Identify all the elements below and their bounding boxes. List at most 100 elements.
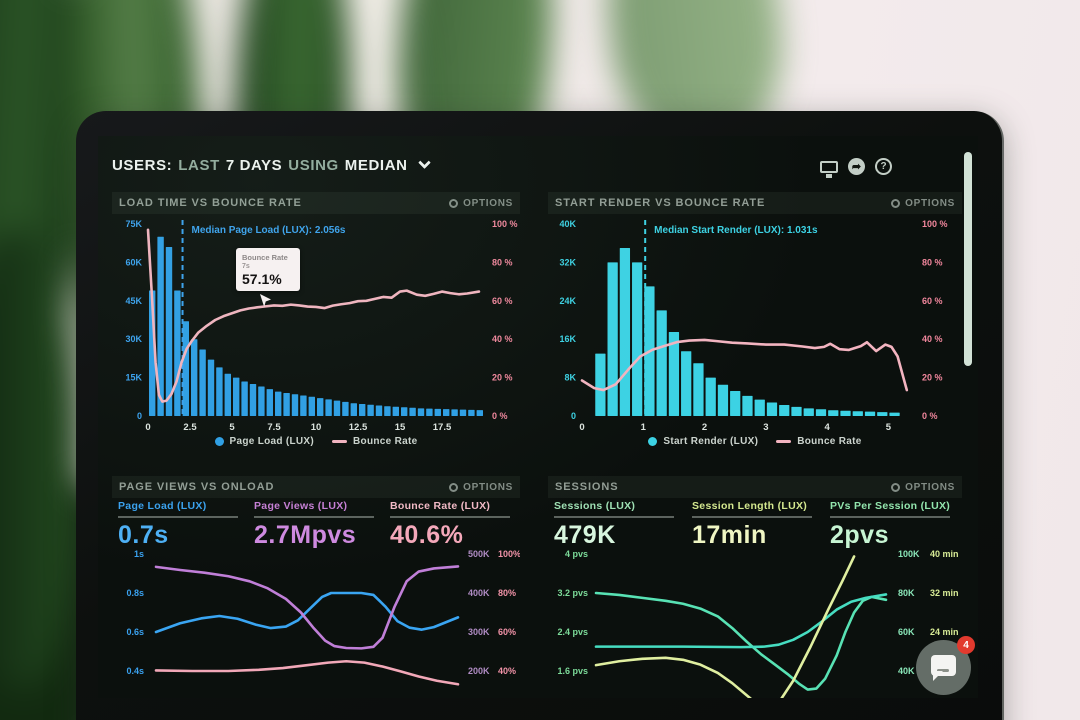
share-icon[interactable]: ➦ xyxy=(848,158,865,175)
svg-text:0: 0 xyxy=(145,422,150,432)
start-render-chart: 40K 100 % 32K 80 % 24K 60 % 16K 40 % 8K 20 % 0 0 % 0… xyxy=(559,219,947,432)
svg-text:1s: 1s xyxy=(134,549,144,559)
svg-text:4: 4 xyxy=(824,422,830,432)
svg-text:32K: 32K xyxy=(559,257,576,267)
metric-underline xyxy=(118,516,238,518)
svg-text:Median Page Load (LUX): 2.056s: Median Page Load (LUX): 2.056s xyxy=(192,225,346,236)
svg-text:3: 3 xyxy=(763,422,768,432)
svg-text:30K: 30K xyxy=(125,334,142,344)
metric-sessions[interactable]: Sessions (LUX) 479K xyxy=(548,500,686,550)
svg-text:0: 0 xyxy=(137,411,142,421)
metric-page-views[interactable]: Page Views (LUX) 2.7Mpvs xyxy=(248,500,384,550)
svg-text:7.5: 7.5 xyxy=(267,422,281,432)
svg-text:60 %: 60 % xyxy=(492,296,513,306)
panel-load-time-vs-bounce-rate: LOAD TIME VS BOUNCE RATE OPTIONS 75K 100 … xyxy=(112,192,520,460)
monitor-icon[interactable] xyxy=(820,160,838,176)
svg-text:0.6s: 0.6s xyxy=(126,627,144,637)
svg-text:0 %: 0 % xyxy=(922,411,938,421)
panel-title: START RENDER VS BOUNCE RATE xyxy=(555,197,766,209)
options-button[interactable]: OPTIONS xyxy=(449,198,513,209)
options-button[interactable]: OPTIONS xyxy=(891,482,955,493)
svg-text:0 %: 0 % xyxy=(492,411,508,421)
svg-text:40 %: 40 % xyxy=(492,334,513,344)
metric-session-length[interactable]: Session Length (LUX) 17min xyxy=(686,500,824,550)
svg-text:1: 1 xyxy=(641,422,647,432)
svg-text:60K: 60K xyxy=(898,627,915,637)
svg-text:17.5: 17.5 xyxy=(433,422,452,432)
metric-bounce-rate[interactable]: Bounce Rate (LUX) 40.6% xyxy=(384,500,520,550)
svg-text:0.8s: 0.8s xyxy=(126,588,144,598)
gear-icon xyxy=(449,482,459,492)
plant-leaf xyxy=(0,230,80,690)
svg-text:24K: 24K xyxy=(559,296,576,306)
svg-text:80 %: 80 % xyxy=(492,257,513,267)
panel-start-render-vs-bounce-rate: START RENDER VS BOUNCE RATE OPTIONS 40K 1… xyxy=(548,192,962,460)
panel-page-views-vs-onload: PAGE VIEWS VS ONLOAD OPTIONS Page Load (… xyxy=(112,476,520,698)
svg-text:5: 5 xyxy=(886,422,892,432)
svg-text:80%: 80% xyxy=(498,588,516,598)
svg-text:2.5: 2.5 xyxy=(183,422,197,432)
panel-header: PAGE VIEWS VS ONLOAD OPTIONS xyxy=(112,476,520,498)
svg-text:15: 15 xyxy=(395,422,406,432)
load-time-chart: 75K 100 % 60K 80 % 45K 60 % 30K 40 % 15K 20 % 0 0 %… xyxy=(125,219,517,432)
metric-row: Sessions (LUX) 479K Session Length (LUX)… xyxy=(548,500,962,550)
svg-text:40K: 40K xyxy=(898,666,915,676)
svg-text:0: 0 xyxy=(579,422,584,432)
users-label: USERS: xyxy=(112,156,173,174)
svg-text:60K: 60K xyxy=(125,257,142,267)
gear-icon xyxy=(891,482,901,492)
chart-legend: Page Load (LUX) Bounce Rate xyxy=(112,436,520,447)
svg-text:2: 2 xyxy=(702,422,707,432)
svg-text:Median Start Render (LUX): 1.0: Median Start Render (LUX): 1.031s xyxy=(654,225,818,236)
metric-underline xyxy=(390,516,510,518)
svg-text:300K: 300K xyxy=(468,627,490,637)
chevron-down-icon[interactable] xyxy=(417,155,431,169)
metric-pvs-per-session[interactable]: PVs Per Session (LUX) 2pvs xyxy=(830,500,951,549)
svg-text:400K: 400K xyxy=(468,588,490,598)
aggregation-label: MEDIAN xyxy=(344,156,408,174)
panel-title: LOAD TIME VS BOUNCE RATE xyxy=(119,197,302,209)
metric-page-load[interactable]: Page Load (LUX) 0.7s xyxy=(112,500,248,550)
metric-underline xyxy=(554,516,674,518)
metric-underline xyxy=(692,516,812,518)
dashboard-screen: USERS: LAST 7 DAYS USING MEDIAN ➦ ? LOAD… xyxy=(98,136,978,698)
metric-underline xyxy=(830,516,950,518)
chart-legend: Start Render (LUX) Bounce Rate xyxy=(548,436,962,447)
svg-text:0.4s: 0.4s xyxy=(126,666,144,676)
dashboard-title[interactable]: USERS: LAST 7 DAYS USING MEDIAN xyxy=(112,152,431,178)
svg-text:40K: 40K xyxy=(559,219,576,229)
svg-text:60%: 60% xyxy=(498,627,516,637)
svg-text:60 %: 60 % xyxy=(922,296,943,306)
panel-title: SESSIONS xyxy=(555,481,619,493)
chat-bubble-detail xyxy=(937,669,949,672)
svg-text:4 pvs: 4 pvs xyxy=(565,549,588,559)
options-button[interactable]: OPTIONS xyxy=(449,482,513,493)
panel-header: SESSIONS OPTIONS xyxy=(548,476,962,498)
metric-underline xyxy=(254,516,374,518)
svg-text:32 min: 32 min xyxy=(930,588,959,598)
legend-bounce-rate[interactable]: Bounce Rate xyxy=(332,436,417,447)
options-button[interactable]: OPTIONS xyxy=(891,198,955,209)
svg-text:3.2 pvs: 3.2 pvs xyxy=(557,588,588,598)
legend-bounce-rate[interactable]: Bounce Rate xyxy=(776,436,861,447)
svg-text:80K: 80K xyxy=(898,588,915,598)
svg-text:20 %: 20 % xyxy=(922,373,943,383)
chat-widget-button[interactable]: 4 xyxy=(916,636,975,695)
laptop-bezel: USERS: LAST 7 DAYS USING MEDIAN ➦ ? LOAD… xyxy=(76,111,1004,720)
svg-text:24 min: 24 min xyxy=(930,627,959,637)
svg-text:1.6 pvs: 1.6 pvs xyxy=(557,666,588,676)
legend-dot xyxy=(648,437,658,446)
svg-text:500K: 500K xyxy=(468,549,490,559)
panel-header: LOAD TIME VS BOUNCE RATE OPTIONS xyxy=(112,192,520,214)
vertical-scrollbar[interactable] xyxy=(964,152,972,366)
svg-text:20 %: 20 % xyxy=(492,373,513,383)
legend-line xyxy=(332,440,348,443)
help-icon[interactable]: ? xyxy=(875,158,892,175)
svg-text:45K: 45K xyxy=(125,296,142,306)
svg-text:40 %: 40 % xyxy=(922,334,943,344)
legend-start-render[interactable]: Start Render (LUX) xyxy=(648,436,758,447)
svg-text:10: 10 xyxy=(311,422,322,432)
sessions-chart: 4 pvs 100K 40 min 3.2 pvs 80K 32 min 2.4 pvs 60… xyxy=(557,549,959,698)
legend-page-load[interactable]: Page Load (LUX) xyxy=(214,436,315,447)
